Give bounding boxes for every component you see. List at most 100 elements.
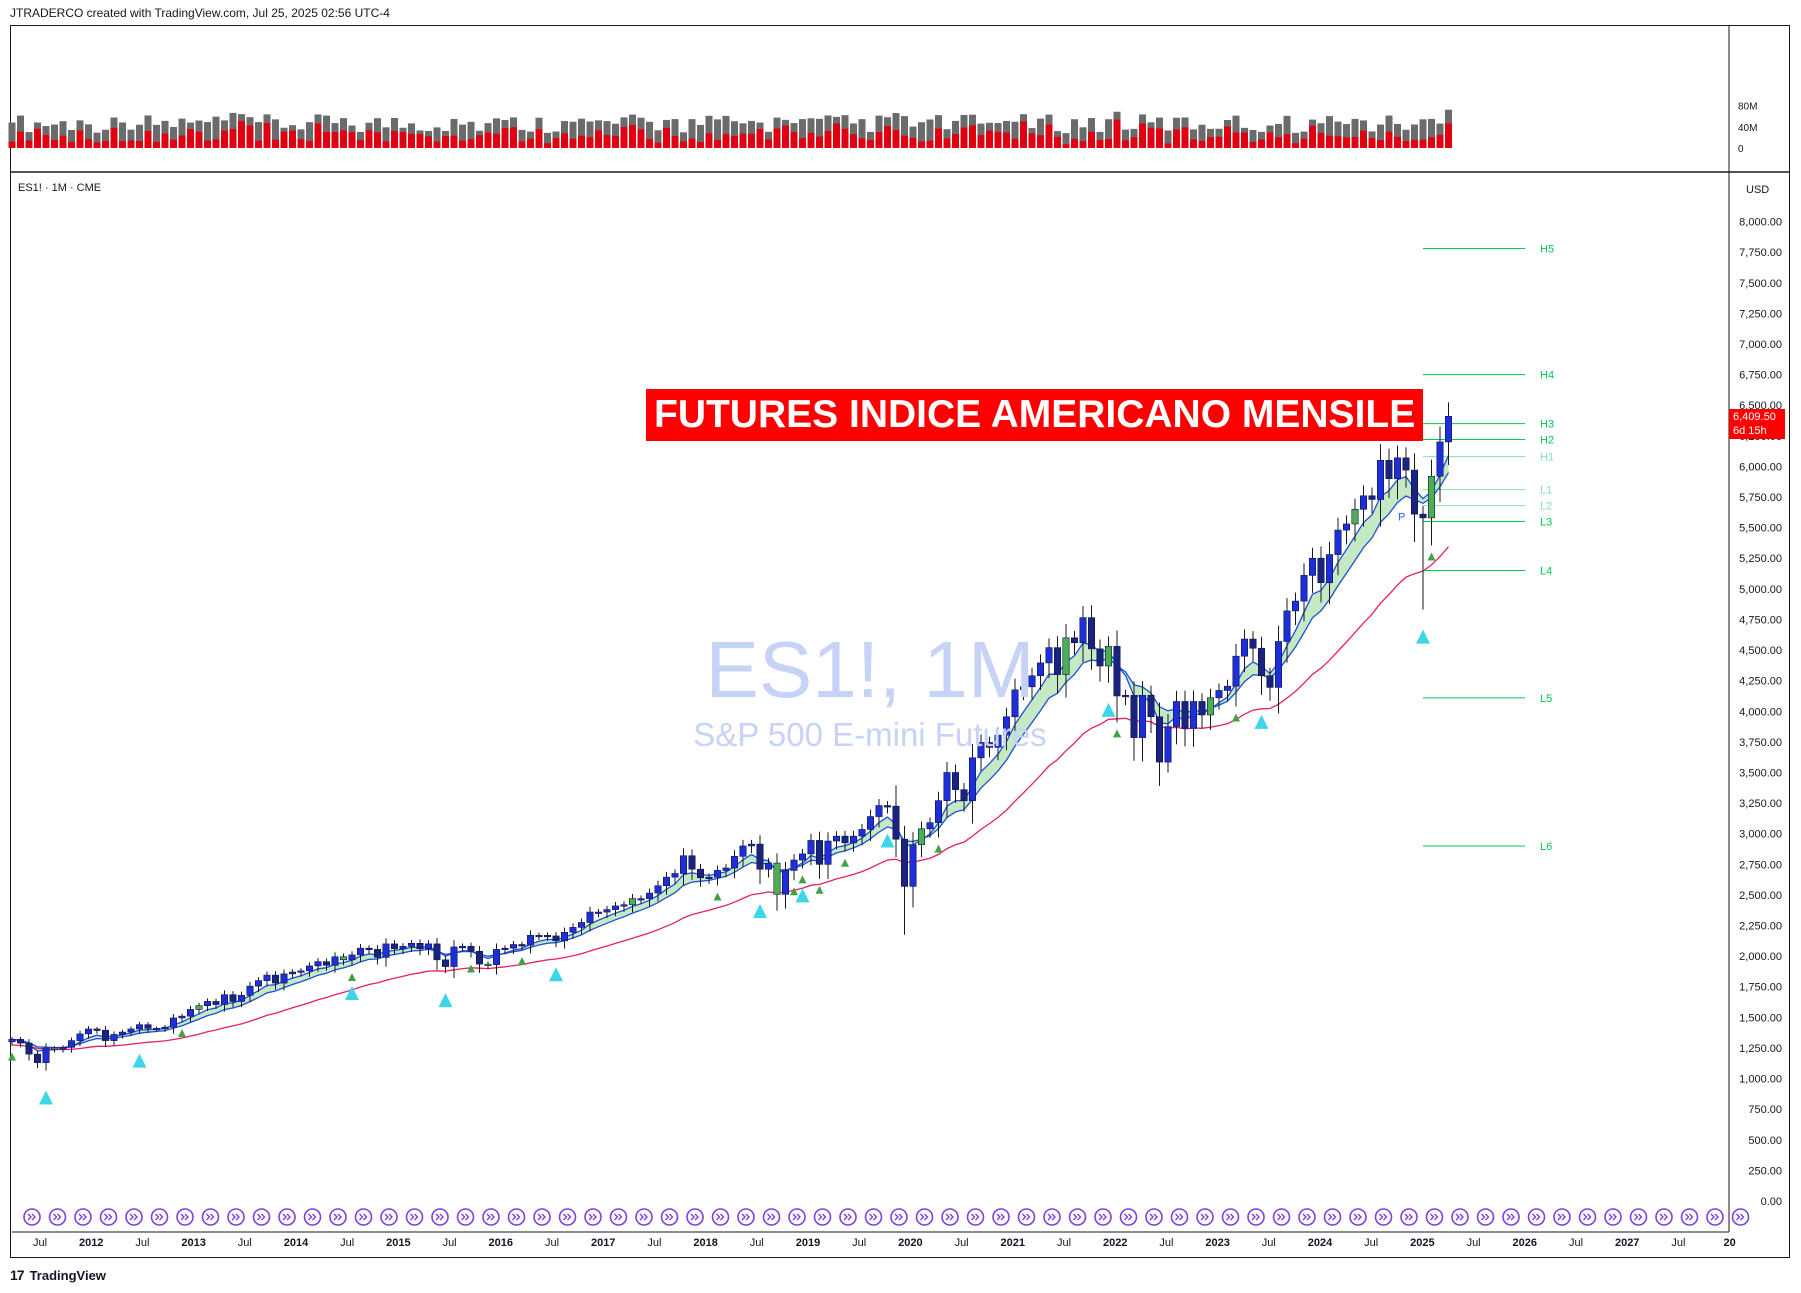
replay-icon-arrows bbox=[1124, 1213, 1133, 1221]
candle-body bbox=[93, 1028, 101, 1031]
time-tick-label: Jul bbox=[1569, 1237, 1583, 1249]
candle-body bbox=[1147, 695, 1155, 718]
replay-icon bbox=[1629, 1208, 1648, 1226]
replay-icon-arrows bbox=[588, 1213, 597, 1221]
volume-bar bbox=[875, 115, 883, 148]
volume-bar-rollover bbox=[722, 133, 730, 148]
volume-bar-rollover bbox=[637, 129, 645, 148]
volume-bar-rollover bbox=[297, 139, 305, 148]
candle-body bbox=[824, 840, 832, 865]
volume-bar bbox=[467, 121, 475, 148]
volume-bar-rollover bbox=[51, 139, 58, 148]
volume-bar-rollover bbox=[875, 131, 883, 148]
candle-body bbox=[1394, 457, 1402, 479]
volume-bar bbox=[85, 124, 92, 148]
volume-bar-rollover bbox=[1300, 138, 1308, 148]
volume-bar-rollover bbox=[127, 140, 135, 148]
volume-bar-rollover bbox=[221, 130, 228, 148]
replay-icon bbox=[1221, 1208, 1240, 1226]
volume-bar bbox=[93, 132, 101, 148]
volume-bar-rollover bbox=[918, 141, 925, 148]
candle-body bbox=[178, 1015, 186, 1019]
volume-bar-rollover bbox=[1105, 139, 1112, 148]
volume-bar-rollover bbox=[119, 141, 126, 148]
volume-bar-rollover bbox=[229, 128, 237, 148]
volume-bar bbox=[127, 129, 135, 148]
volume-bar-rollover bbox=[603, 134, 611, 148]
replay-icon-arrows bbox=[308, 1213, 317, 1221]
currency-label[interactable]: USD bbox=[1746, 184, 1770, 196]
volume-bar-rollover bbox=[850, 134, 857, 148]
pivot-level-label: H2 bbox=[1540, 434, 1554, 446]
candle-body bbox=[841, 835, 849, 844]
volume-bar-rollover bbox=[501, 128, 509, 148]
time-tick-label: 2015 bbox=[386, 1237, 410, 1249]
volume-bar bbox=[1428, 118, 1435, 148]
candle-body bbox=[255, 980, 263, 987]
volume-bar bbox=[612, 123, 619, 148]
volume-bar bbox=[1190, 129, 1197, 148]
candle-body bbox=[1292, 600, 1300, 612]
replay-icon bbox=[380, 1208, 398, 1226]
replay-icon-arrows bbox=[1634, 1213, 1643, 1221]
time-tick-label: Jul bbox=[340, 1237, 354, 1249]
candle-body bbox=[450, 946, 458, 967]
replay-icon-arrows bbox=[206, 1213, 215, 1221]
candle-body bbox=[1037, 662, 1045, 677]
price-tick-label: 3,500.00 bbox=[1739, 767, 1782, 779]
volume-bar-rollover bbox=[212, 139, 220, 148]
candle-body bbox=[671, 873, 679, 878]
volume-bar bbox=[1411, 124, 1418, 148]
volume-bar-rollover bbox=[1198, 141, 1206, 148]
candle-body bbox=[994, 734, 1002, 748]
volume-bar-rollover bbox=[1113, 119, 1121, 148]
volume-bar-rollover bbox=[1028, 133, 1036, 148]
volume-bar-rollover bbox=[1275, 137, 1282, 148]
time-tick-label: 2016 bbox=[489, 1237, 513, 1249]
time-axis: Jul 2012 Jul 2013 Jul 2014 Jul 2015 Jul 2016 Jul 20… bbox=[12, 1231, 1736, 1249]
replay-icon bbox=[1655, 1208, 1673, 1226]
chart-attribution: JTRADERCO created with TradingView.com, … bbox=[10, 6, 390, 20]
candle-body bbox=[620, 904, 628, 907]
candle-body bbox=[1377, 459, 1385, 500]
candle-body bbox=[569, 927, 577, 933]
volume-bar bbox=[17, 115, 24, 148]
replay-icon bbox=[1425, 1208, 1444, 1226]
volume-bar-rollover bbox=[748, 133, 755, 148]
replay-icon bbox=[1170, 1208, 1189, 1226]
replay-icon-arrows bbox=[1277, 1213, 1286, 1221]
candle-body bbox=[1419, 513, 1427, 519]
volume-bar-rollover bbox=[663, 127, 670, 148]
volume-bar bbox=[799, 119, 806, 148]
volume-bar bbox=[1419, 119, 1427, 148]
volume-bar-rollover bbox=[612, 135, 619, 148]
candle-body bbox=[679, 855, 687, 874]
volume-bar-rollover bbox=[765, 139, 772, 148]
time-tick-label: Jul bbox=[1057, 1237, 1071, 1249]
replay-icon-arrows bbox=[537, 1213, 546, 1221]
price-tick-label: 7,250.00 bbox=[1739, 308, 1782, 320]
footer-brand[interactable]: 17 TradingView bbox=[10, 1267, 106, 1283]
candle-body bbox=[1224, 685, 1232, 691]
candle-body bbox=[322, 961, 330, 966]
replay-icon-arrows bbox=[1175, 1213, 1184, 1221]
symbol-label[interactable]: ES1! · 1M · CME bbox=[18, 182, 102, 194]
replay-icon-arrows bbox=[996, 1213, 1005, 1221]
signal-triangle-large bbox=[880, 833, 895, 848]
time-tick-label: Jul bbox=[852, 1237, 866, 1249]
price-tick-label: 0.00 bbox=[1761, 1196, 1782, 1208]
moving-averages bbox=[11, 455, 1450, 1052]
volume-bar-rollover bbox=[1054, 136, 1061, 148]
volume-bar-rollover bbox=[1011, 138, 1019, 148]
volume-bar-rollover bbox=[442, 136, 449, 148]
replay-icon-arrows bbox=[971, 1213, 980, 1221]
volume-bar-rollover bbox=[569, 138, 577, 148]
candle-body bbox=[170, 1017, 178, 1028]
price-tick-label: 4,750.00 bbox=[1739, 614, 1782, 626]
replay-icon bbox=[813, 1208, 832, 1226]
volume-bar bbox=[1011, 121, 1019, 148]
volume-bar-rollover bbox=[331, 132, 339, 148]
volume-bar-rollover bbox=[510, 127, 517, 148]
candle-body bbox=[161, 1026, 169, 1029]
